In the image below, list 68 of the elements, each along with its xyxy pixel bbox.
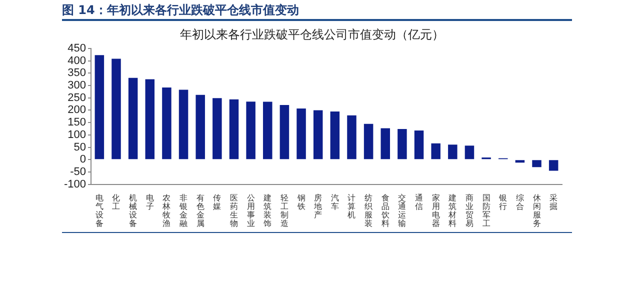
caption: 图 14：年初以来各行业跌破平仓线市值变动	[62, 2, 299, 19]
bar	[128, 78, 138, 160]
y-tick-label: 450	[68, 42, 86, 54]
x-tick-label: 轻工制造	[280, 194, 288, 228]
x-tick-label: 银行	[498, 194, 508, 212]
bar	[313, 110, 323, 160]
y-tick-label: -100	[64, 178, 86, 190]
x-tick-label: 通信	[415, 194, 424, 212]
bar	[212, 98, 222, 160]
bar	[414, 130, 424, 160]
y-tick-label: 400	[68, 54, 86, 67]
bar	[347, 115, 356, 160]
bar	[229, 99, 239, 160]
x-tick-label: 非银金融	[178, 194, 188, 228]
bar	[431, 143, 440, 160]
x-tick-label: 医药生物	[230, 194, 238, 228]
x-tick-label: 汽车	[330, 194, 339, 212]
x-tick-label: 公用事业	[246, 194, 255, 228]
bar	[532, 160, 542, 168]
y-tick-label: 50	[74, 141, 86, 154]
y-tick-label: 250	[68, 92, 86, 104]
bar	[364, 124, 374, 160]
y-tick-label: -50	[70, 166, 86, 178]
bar	[296, 108, 306, 160]
bar	[398, 129, 407, 160]
y-tick-label: 350	[68, 67, 86, 80]
bar	[280, 105, 290, 160]
bar	[380, 128, 390, 160]
x-tick-label: 有色金属	[196, 194, 204, 228]
x-tick-label: 钢铁	[296, 194, 306, 212]
y-tick-label: 200	[68, 104, 86, 116]
chart-title: 年初以来各行业跌破平仓线公司市值变动（亿元）	[180, 27, 444, 42]
bar	[515, 160, 525, 163]
x-tick-label: 化工	[112, 194, 120, 212]
x-tick-label: 农林牧渔	[162, 194, 171, 228]
x-tick-label: 商业贸易	[465, 194, 474, 228]
x-tick-label: 传媒	[213, 194, 222, 212]
x-tick-label: 食品饮料	[380, 194, 390, 228]
x-tick-label: 建筑装饰	[262, 194, 272, 228]
x-tick-label: 电子	[146, 194, 154, 212]
y-tick-label: 150	[68, 116, 86, 129]
y-tick-label: 300	[68, 80, 86, 92]
x-tick-label: 纺织服装	[364, 194, 373, 228]
bar	[464, 146, 474, 160]
x-tick-label: 电气设备	[95, 194, 104, 228]
bar	[263, 102, 272, 160]
x-tick-label: 采掘	[550, 194, 558, 212]
bar	[145, 79, 155, 160]
bar	[178, 90, 188, 160]
bar	[330, 111, 340, 160]
x-tick-label: 国防军工	[482, 194, 490, 228]
x-tick-label: 休闲服务	[532, 194, 541, 228]
bar	[196, 94, 205, 160]
y-tick-label: 100	[68, 128, 86, 141]
bar	[548, 160, 558, 171]
x-tick-label: 家用电器	[432, 194, 440, 228]
bar	[162, 87, 172, 160]
y-tick-label: 0	[80, 154, 86, 166]
bar	[112, 58, 121, 160]
bar	[246, 102, 256, 160]
x-tick-label: 综合	[516, 194, 524, 212]
x-tick-label: 机械设备	[129, 194, 138, 228]
bar	[448, 144, 458, 160]
x-tick-label: 房地产	[313, 194, 322, 220]
x-tick-label: 交通运输	[398, 194, 406, 228]
bar	[94, 55, 104, 160]
x-tick-label: 建筑材料	[448, 194, 457, 228]
x-tick-label: 计算机	[348, 194, 356, 220]
